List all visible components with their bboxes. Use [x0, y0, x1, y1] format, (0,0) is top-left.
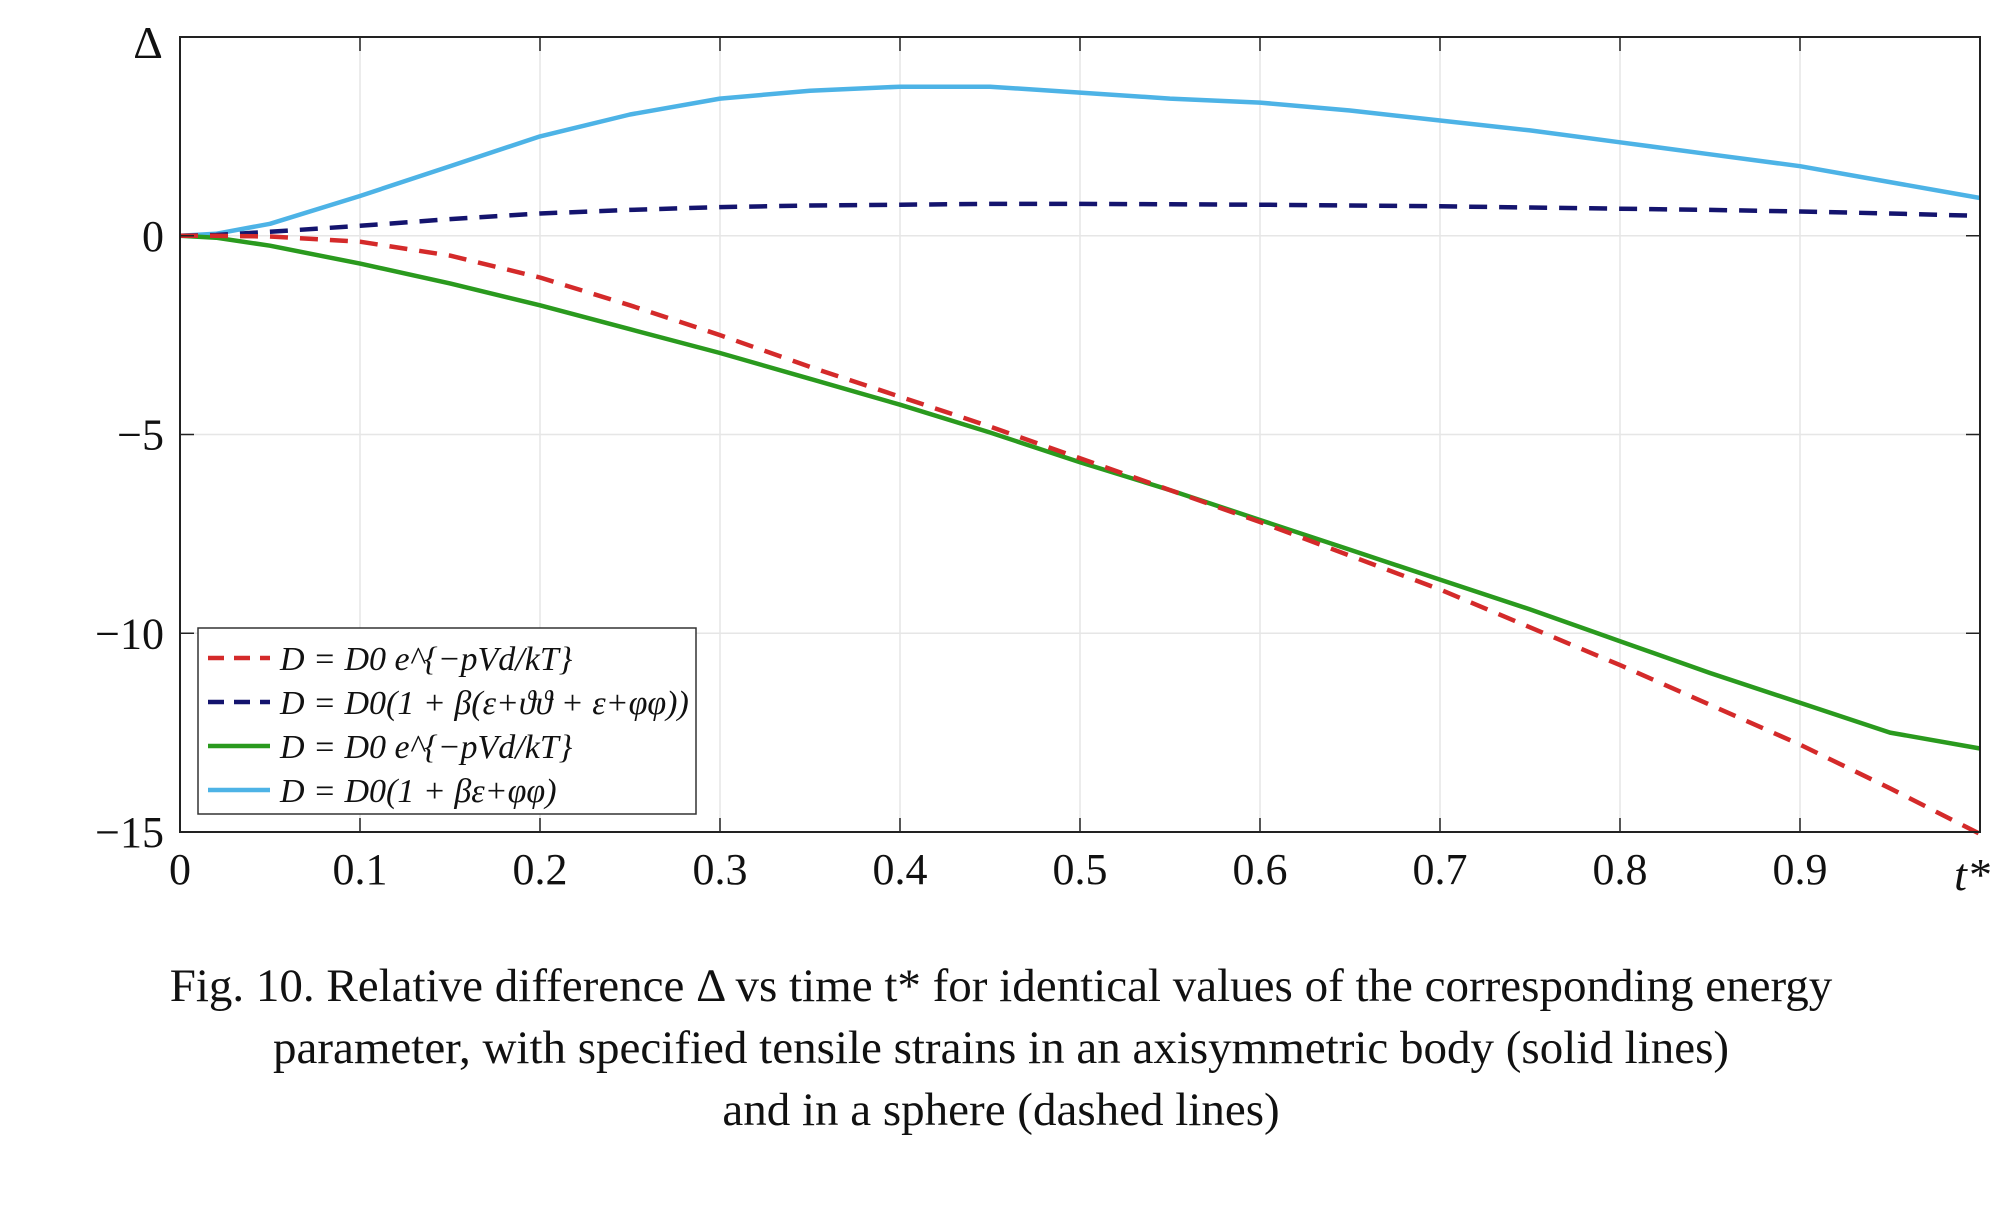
legend-label-2: D = D0(1 + β(ε+ϑϑ + ε+φφ)) [279, 685, 689, 722]
caption-line-1: Fig. 10. Relative difference Δ vs time t… [169, 960, 1833, 1012]
y-tick-label: −10 [95, 609, 164, 658]
x-tick-label: 0.3 [693, 845, 748, 894]
y-tick-label: 0 [142, 212, 164, 261]
series-line-3 [179, 233, 1981, 751]
x-tick-label: 0.6 [1233, 845, 1288, 894]
series-group [179, 84, 1982, 837]
caption-line-3: and in a sphere (dashed lines) [722, 1084, 1280, 1136]
legend-box [197, 627, 697, 815]
x-tick-label: 0.2 [513, 845, 568, 894]
plot-frame [179, 36, 1981, 833]
x-tick-label: 0.9 [1773, 845, 1828, 894]
legend-label-4: D = D0(1 + βε+φφ) [279, 773, 557, 810]
x-tick-label: 0.7 [1413, 845, 1468, 894]
x-tick-label: 0 [169, 845, 191, 894]
series-line-2 [179, 201, 1981, 239]
y-tick-label: −5 [117, 411, 164, 460]
x-tick-label: 0.1 [333, 845, 388, 894]
series-line-1 [180, 233, 1982, 837]
x-axis-label: t* [1954, 849, 1990, 900]
series-line-4 [179, 84, 1981, 239]
x-tick-label: 0.4 [873, 845, 928, 894]
x-tick-label: 0.5 [1053, 845, 1108, 894]
x-tick-label: 0.8 [1593, 845, 1648, 894]
y-tick-label: −15 [95, 808, 164, 857]
legend-label-1: D = D0 e^{−pVd/kT} [279, 641, 573, 678]
y-axis-label: Δ [133, 17, 163, 68]
legend-label-3: D = D0 e^{−pVd/kT} [279, 729, 573, 766]
line-chart: 0 0.1 0.2 0.3 0.4 0.5 0.6 0.7 0.8 0.9 0 −5 −10 −15 Δt*… [95, 17, 1990, 900]
tick-labels: 0 0.1 0.2 0.3 0.4 0.5 0.6 0.7 0.8 0.9 0 −5 −10 −15 Δt* [95, 17, 1990, 900]
figure-caption: Fig. 10. Relative difference Δ vs time t… [0, 955, 2002, 1141]
caption-line-2: parameter, with specified tensile strain… [272, 1022, 1730, 1074]
axes [179, 36, 1981, 833]
legend: D = D0 e^{−pVd/kT} D = D0(1 + β(ε+ϑϑ + ε+… [197, 627, 697, 815]
